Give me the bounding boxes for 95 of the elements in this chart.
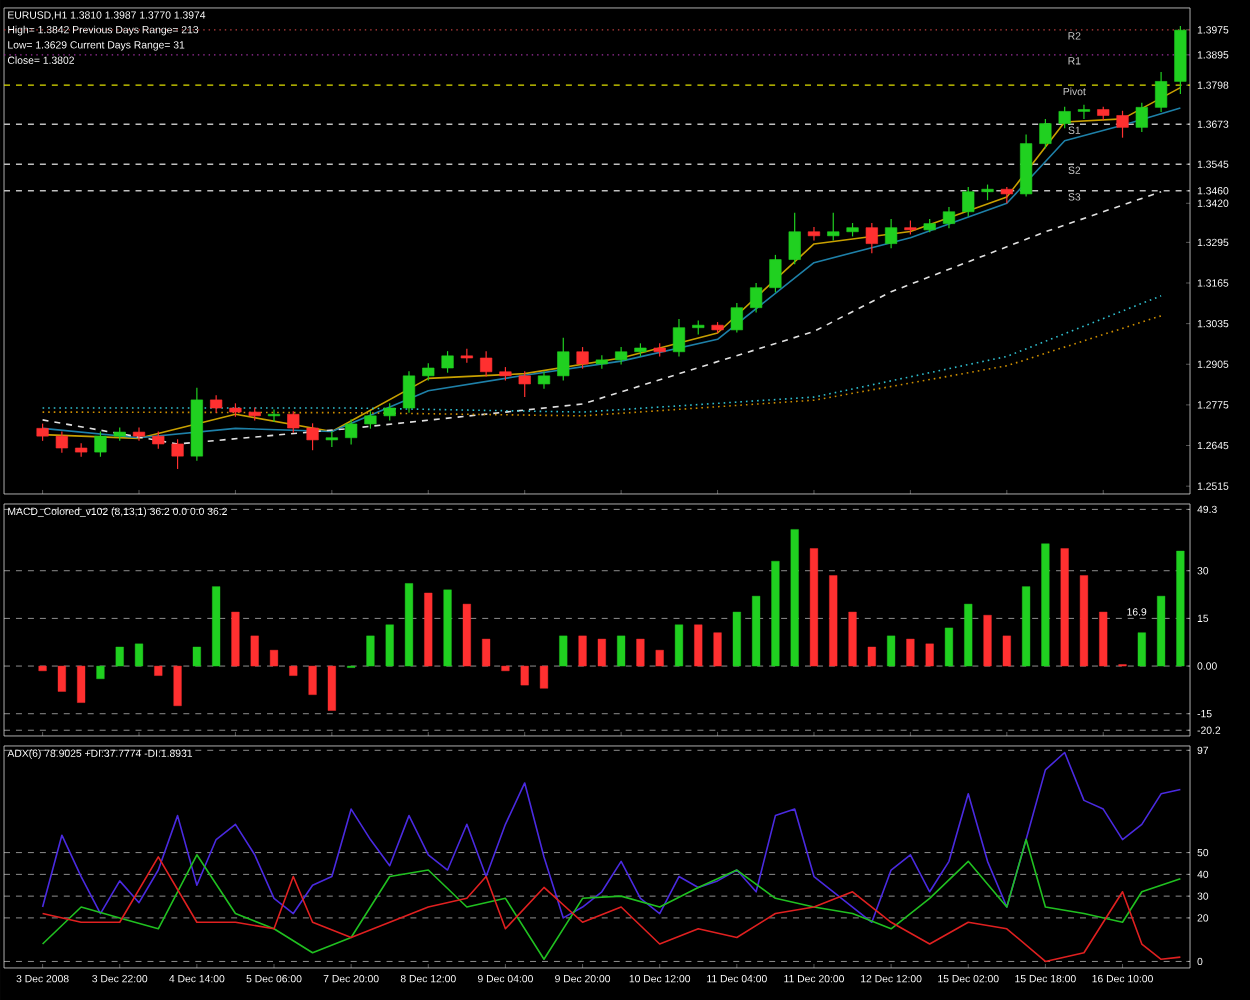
bar xyxy=(289,665,298,676)
bar xyxy=(887,635,896,667)
bar xyxy=(462,603,471,667)
bar xyxy=(269,649,279,667)
bar xyxy=(655,649,664,667)
bar xyxy=(867,646,876,667)
bar xyxy=(1041,543,1050,667)
candlestick xyxy=(55,430,68,454)
bar xyxy=(636,638,645,667)
candlestick xyxy=(942,206,956,229)
bar xyxy=(77,665,86,703)
bar xyxy=(38,665,47,672)
candlestick xyxy=(865,222,878,254)
bar xyxy=(906,638,915,667)
candlestick xyxy=(769,254,782,293)
bar xyxy=(154,665,163,676)
bar xyxy=(57,665,66,692)
candlestick xyxy=(325,430,338,448)
candlestick xyxy=(1039,118,1052,149)
bar xyxy=(501,665,510,672)
candlestick xyxy=(267,408,281,423)
candlestick xyxy=(750,282,763,313)
line-series xyxy=(41,751,1182,924)
candlestick xyxy=(1155,71,1168,113)
bar xyxy=(424,592,433,667)
bar xyxy=(1137,632,1146,667)
bar xyxy=(539,665,549,689)
bar xyxy=(809,548,819,667)
bar xyxy=(829,575,838,667)
bar xyxy=(790,529,799,667)
line-series xyxy=(41,295,1162,413)
bar xyxy=(482,638,491,667)
bar xyxy=(173,665,182,706)
bar xyxy=(231,611,240,667)
bar xyxy=(1176,550,1185,667)
bar xyxy=(96,665,105,679)
candlestick xyxy=(132,426,146,442)
candlestick xyxy=(962,186,975,218)
bar xyxy=(327,665,336,711)
bar xyxy=(597,638,606,667)
candlestick xyxy=(788,212,801,265)
candlestick xyxy=(885,218,898,249)
candlestick xyxy=(672,318,686,358)
bar xyxy=(404,583,414,667)
candlestick xyxy=(1116,110,1129,139)
bar xyxy=(520,665,529,686)
bar xyxy=(752,595,761,667)
bar xyxy=(983,615,992,667)
bar xyxy=(848,611,857,667)
bar xyxy=(192,646,201,667)
bar xyxy=(732,611,741,667)
bar xyxy=(1157,595,1166,667)
candlestick xyxy=(94,430,107,458)
candlestick xyxy=(441,350,454,374)
bar xyxy=(674,624,684,667)
bar xyxy=(250,635,259,667)
candlestick xyxy=(402,370,416,414)
candlestick xyxy=(827,212,840,242)
candlestick xyxy=(518,370,531,398)
candlestick xyxy=(480,350,493,378)
bar xyxy=(1079,575,1089,667)
bar xyxy=(443,589,452,667)
bar xyxy=(134,643,144,667)
candlestick xyxy=(807,226,821,242)
bar xyxy=(1022,586,1031,667)
bar xyxy=(115,646,124,667)
bar xyxy=(1002,635,1011,667)
bar xyxy=(385,624,394,667)
candlestick xyxy=(171,438,184,470)
bar xyxy=(308,665,317,695)
bar xyxy=(559,635,568,667)
bar xyxy=(964,603,973,667)
candlestick xyxy=(306,422,319,451)
bar xyxy=(617,635,626,667)
line-series xyxy=(41,838,1182,961)
candlestick xyxy=(287,410,300,434)
line-series xyxy=(41,315,1162,417)
candlestick xyxy=(1058,106,1071,129)
candlestick xyxy=(1077,104,1091,120)
bar xyxy=(694,624,703,667)
bar xyxy=(771,560,780,667)
candlestick xyxy=(576,346,589,370)
line-series xyxy=(41,856,1182,963)
bar xyxy=(944,627,954,667)
candlestick xyxy=(345,418,358,446)
bar xyxy=(578,635,587,667)
candlestick xyxy=(1135,102,1148,133)
bar xyxy=(212,586,221,667)
bar xyxy=(366,635,375,667)
bar xyxy=(1099,611,1108,667)
candlestick xyxy=(557,337,570,382)
bar xyxy=(925,643,934,667)
bar xyxy=(713,632,722,667)
bar xyxy=(1060,548,1069,667)
candlestick xyxy=(730,302,743,333)
